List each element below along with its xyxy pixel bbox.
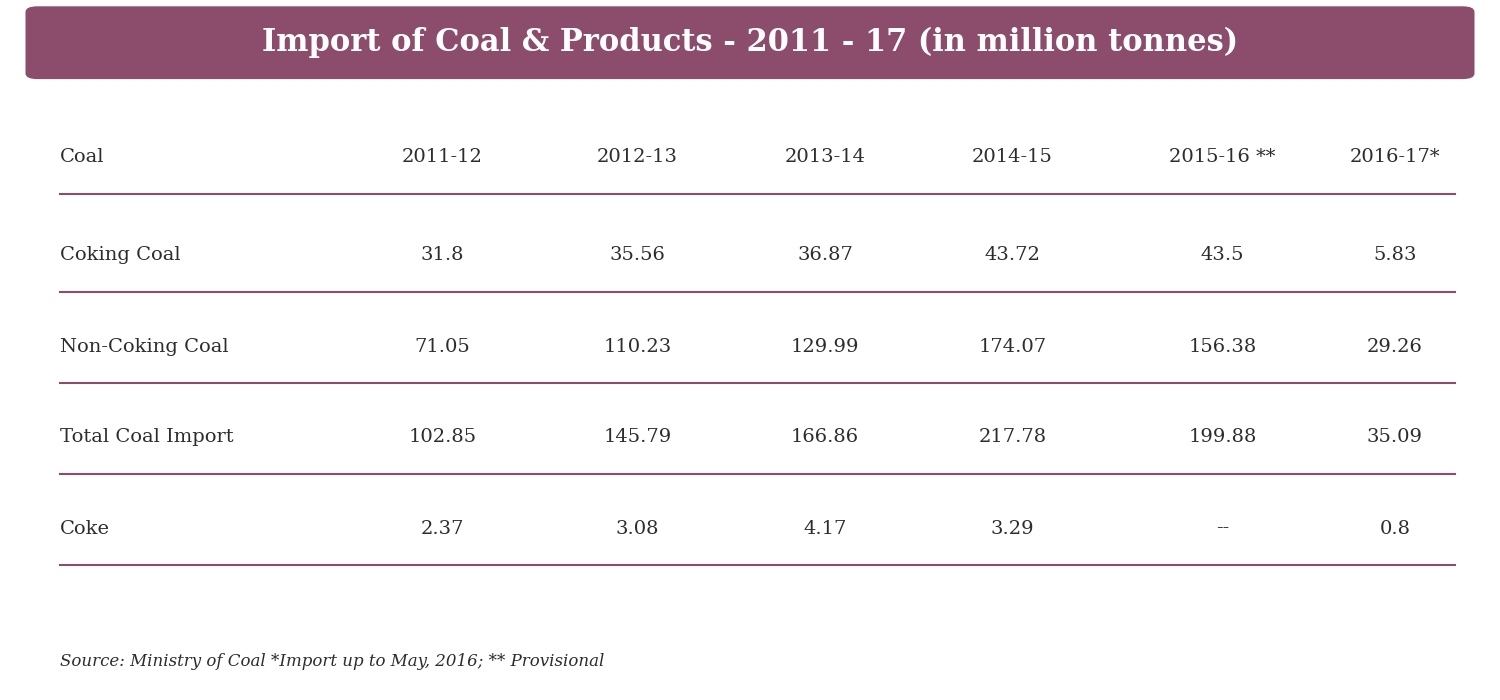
FancyBboxPatch shape: [26, 6, 1474, 79]
Text: 0.8: 0.8: [1380, 519, 1410, 538]
Text: Source: Ministry of Coal *Import up to May, 2016; ** Provisional: Source: Ministry of Coal *Import up to M…: [60, 653, 605, 670]
Text: 174.07: 174.07: [978, 337, 1047, 356]
Text: 2012-13: 2012-13: [597, 148, 678, 167]
Text: 166.86: 166.86: [790, 428, 859, 447]
Text: 156.38: 156.38: [1188, 337, 1257, 356]
Text: 129.99: 129.99: [790, 337, 859, 356]
Text: Total Coal Import: Total Coal Import: [60, 428, 234, 447]
Text: 2016-17*: 2016-17*: [1350, 148, 1440, 167]
Text: 43.5: 43.5: [1200, 246, 1245, 265]
Text: 2011-12: 2011-12: [402, 148, 483, 167]
Text: 31.8: 31.8: [420, 246, 465, 265]
Text: 36.87: 36.87: [796, 246, 853, 265]
Text: 35.56: 35.56: [609, 246, 666, 265]
Text: Coal: Coal: [60, 148, 105, 167]
Text: 29.26: 29.26: [1366, 337, 1424, 356]
Text: 2014-15: 2014-15: [972, 148, 1053, 167]
Text: Coke: Coke: [60, 519, 110, 538]
Text: 35.09: 35.09: [1366, 428, 1424, 447]
Text: --: --: [1216, 519, 1228, 538]
Text: 199.88: 199.88: [1188, 428, 1257, 447]
Text: 4.17: 4.17: [804, 519, 846, 538]
Text: Non-Coking Coal: Non-Coking Coal: [60, 337, 228, 356]
Text: 145.79: 145.79: [603, 428, 672, 447]
Text: 2013-14: 2013-14: [784, 148, 865, 167]
Text: 217.78: 217.78: [978, 428, 1047, 447]
Text: Import of Coal & Products - 2011 - 17 (in million tonnes): Import of Coal & Products - 2011 - 17 (i…: [262, 27, 1238, 58]
Text: 43.72: 43.72: [984, 246, 1041, 265]
Text: Coking Coal: Coking Coal: [60, 246, 180, 265]
Text: 102.85: 102.85: [408, 428, 477, 447]
Text: 3.08: 3.08: [615, 519, 660, 538]
Text: 71.05: 71.05: [414, 337, 471, 356]
Text: 3.29: 3.29: [990, 519, 1035, 538]
Text: 110.23: 110.23: [603, 337, 672, 356]
Text: 2015-16 **: 2015-16 **: [1170, 148, 1275, 167]
Text: 2.37: 2.37: [420, 519, 465, 538]
Text: 5.83: 5.83: [1374, 246, 1416, 265]
